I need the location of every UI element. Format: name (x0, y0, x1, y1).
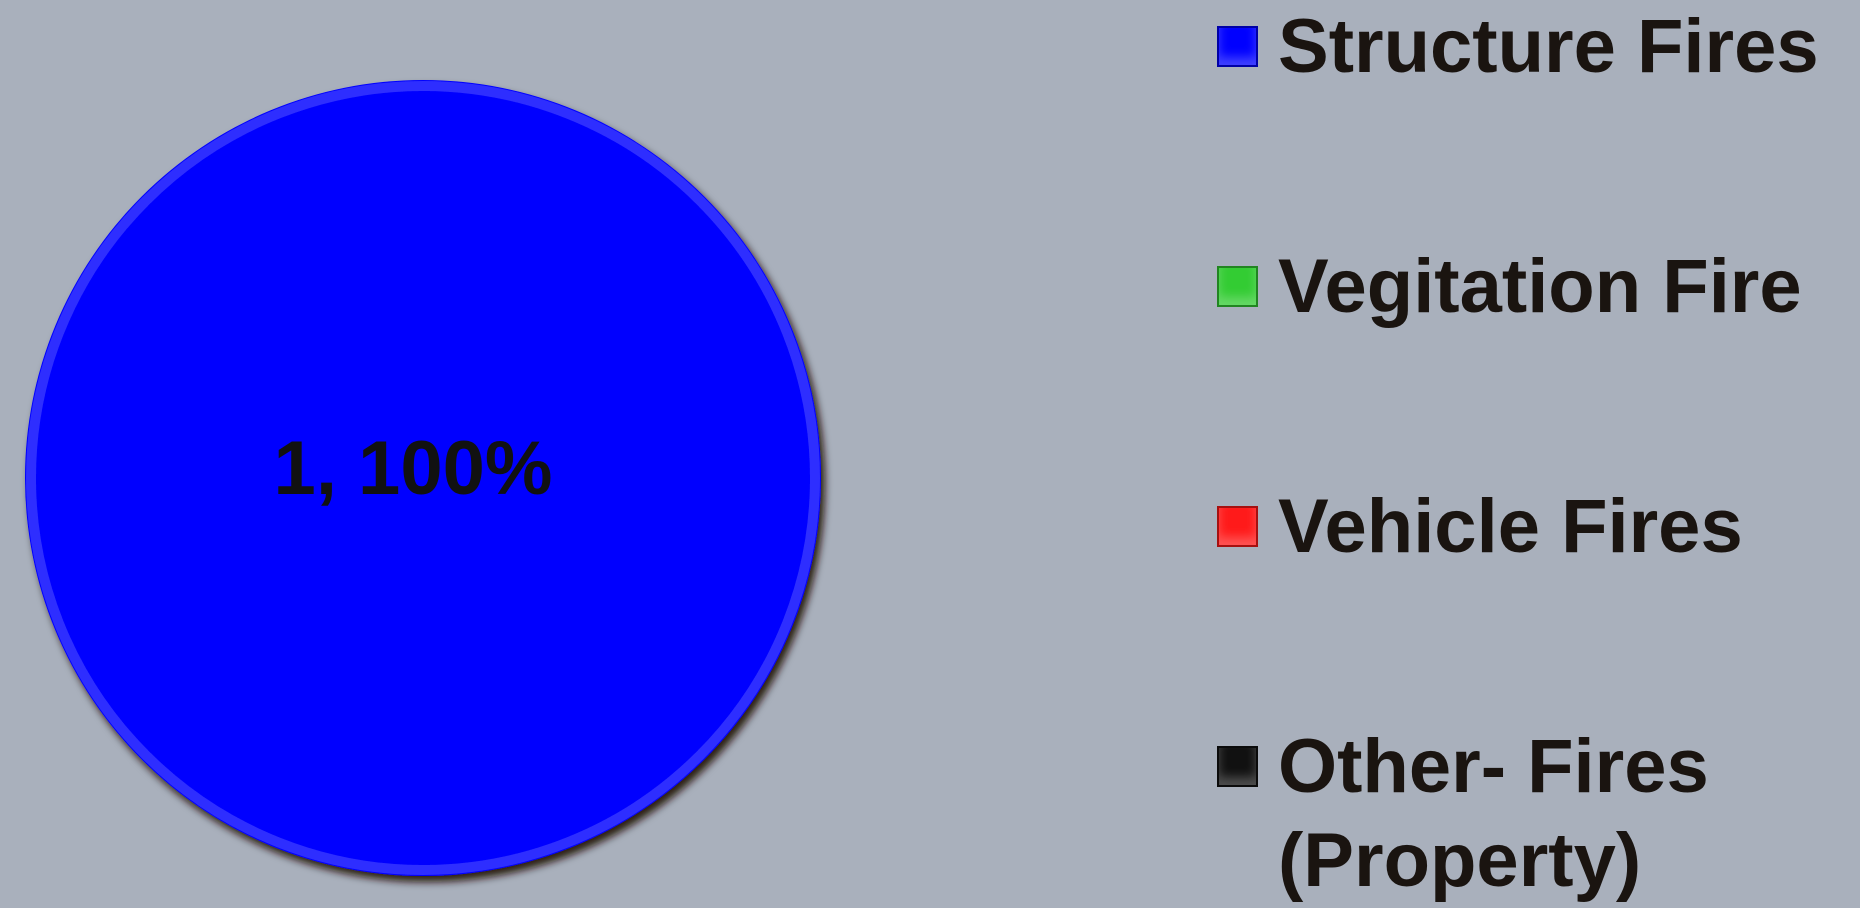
legend-swatch (1217, 746, 1258, 787)
legend-label: Structure Fires (1278, 4, 1819, 89)
data-label: 1, 100% (274, 426, 553, 511)
legend-swatch (1217, 26, 1258, 67)
pie-slice (25, 80, 821, 876)
legend-item: Vehicle Fires (1217, 480, 1837, 574)
pie (25, 80, 821, 876)
legend-label: Vegitation Fire (1278, 244, 1802, 329)
legend-item: Other- Fires (Property) (1217, 720, 1837, 908)
pie-rim (26, 81, 820, 875)
legend-swatch (1217, 506, 1258, 547)
legend-label: Vehicle Fires (1278, 484, 1743, 569)
legend-swatch (1217, 266, 1258, 307)
legend-label: Other- Fires (Property) (1278, 724, 1709, 903)
legend-item: Structure Fires (1217, 0, 1837, 94)
legend-item: Vegitation Fire (1217, 240, 1837, 334)
